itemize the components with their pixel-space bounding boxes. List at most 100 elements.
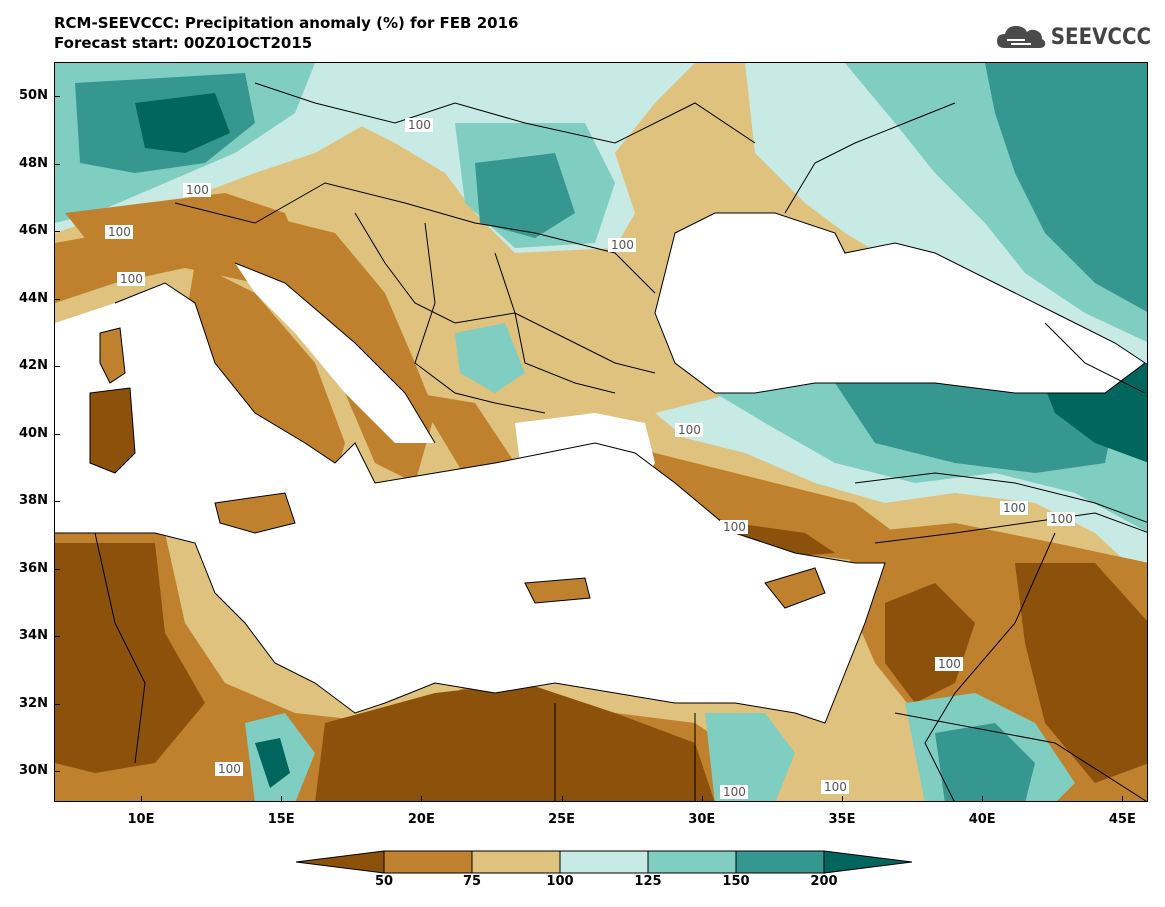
longitude-label: 40E: [968, 812, 996, 827]
map-title-block: RCM-SEEVCCC: Precipitation anomaly (%) f…: [54, 13, 518, 53]
seevccc-logo: SEEVCCC: [995, 22, 1151, 52]
precipitation-anomaly-map: 100 100 100 100 100 100 100 100 100 100 …: [54, 62, 1148, 802]
wet-zone-germany-max: [135, 93, 230, 153]
colorbar-swatch: [383, 850, 473, 874]
border-line: [94, 532, 146, 764]
border-line: [494, 252, 616, 394]
border-line: [894, 712, 1147, 801]
longitude-tick: [982, 796, 984, 802]
mediterranean-sea: [55, 283, 885, 723]
latitude-tick: [54, 771, 60, 772]
latitude-tick: [54, 366, 60, 367]
coastline: [55, 282, 886, 724]
latitude-tick: [54, 636, 60, 637]
contour-label-100: 100: [1050, 512, 1073, 526]
latitude-tick: [54, 433, 60, 435]
wet-zone-arabia-core: [935, 723, 1035, 801]
longitude-tick: [1122, 796, 1124, 802]
coastline: [654, 212, 1146, 394]
coastline: [89, 387, 136, 474]
colorbar-tick-label: 100: [546, 874, 574, 889]
wet-zone-east-core: [985, 63, 1147, 312]
longitude-label: 35E: [828, 812, 856, 827]
crete: [525, 578, 590, 603]
contour-label-100: 100: [218, 762, 241, 776]
colorbar-swatch: [647, 850, 737, 874]
wet-zone-sinai: [705, 713, 795, 801]
wet-zone-anatolia-core: [835, 373, 1115, 473]
colorbar-swatch-below: [296, 850, 385, 874]
dry-zone-north-italy: [65, 193, 305, 263]
dry-zone-iraq-core: [1015, 563, 1147, 783]
wet-zone-libya-core: [255, 738, 290, 788]
sicily: [215, 493, 295, 533]
border-line: [924, 532, 1056, 801]
colorbar-tick-label: 125: [634, 874, 662, 889]
longitude-tick: [561, 796, 563, 802]
cloud-icon: [996, 26, 1045, 48]
dry-zone-adriatic: [55, 213, 435, 483]
logo-text: SEEVCCC: [1050, 24, 1151, 50]
colorbar-swatch-above: [823, 850, 912, 874]
border-line: [414, 222, 546, 414]
latitude-label: 36N: [19, 560, 48, 576]
border-line: [1044, 322, 1146, 394]
corsica: [100, 328, 125, 383]
latitude-label: 46N: [19, 223, 48, 238]
latitude-tick: [54, 163, 60, 165]
latitude-label: 32N: [19, 695, 48, 711]
latitude-label: 40N: [19, 425, 48, 441]
dry-zone-north-africa-core: [55, 543, 205, 773]
dry-zone-south-turkey: [615, 443, 895, 563]
longitude-label: 20E: [407, 812, 435, 827]
colorbar-tick-label: 150: [722, 874, 750, 889]
longitude-label: 10E: [127, 812, 155, 827]
coastline: [764, 567, 826, 609]
contour-label-100: 100: [824, 780, 847, 794]
wet-zone-bulgaria: [455, 323, 525, 393]
contour-label-100: 100: [108, 225, 131, 239]
latitude-label: 48N: [19, 155, 48, 171]
longitude-label: 30E: [688, 812, 716, 827]
contour-label-100: 100: [611, 238, 634, 252]
latitude-label: 42N: [19, 358, 48, 373]
border-line: [784, 102, 956, 214]
latitude-tick: [54, 568, 60, 570]
longitude-tick: [701, 796, 703, 802]
adriatic-sea: [235, 263, 435, 443]
coastline: [214, 492, 296, 534]
coastline: [524, 577, 591, 604]
longitude-tick: [842, 796, 843, 802]
latitude-tick: [54, 96, 60, 97]
border-line: [874, 512, 1147, 544]
dry-zone-levant-core: [885, 583, 975, 703]
contour-label-100: 100: [186, 183, 209, 197]
coastline: [234, 262, 436, 444]
longitude-label: 25E: [548, 812, 576, 827]
contour-label-100: 100: [723, 785, 746, 799]
longitude-tick: [281, 796, 283, 802]
coastline: [99, 327, 126, 384]
latitude-tick: [54, 703, 60, 705]
wet-zone-carpathians-core: [475, 153, 575, 238]
colorbar-swatch: [471, 850, 561, 874]
anomaly-field: 100 100 100 100 100 100 100 100 100 100 …: [55, 63, 1147, 801]
latitude-label: 50N: [19, 88, 48, 103]
longitude-label: 15E: [267, 812, 295, 827]
colorbar-tick-label: 50: [374, 874, 394, 889]
aegean-sea: [515, 413, 655, 553]
colorbar-tick-label: 200: [810, 874, 838, 889]
colorbar-swatch: [735, 850, 825, 874]
border-line: [354, 212, 656, 374]
latitude-label: 30N: [19, 763, 48, 778]
cyprus: [765, 568, 825, 608]
contour-label-100: 100: [938, 657, 961, 671]
colorbar-swatch: [559, 850, 649, 874]
contour-label-100: 100: [1003, 501, 1026, 515]
latitude-label: 34N: [19, 628, 48, 643]
contour-label-100: 100: [408, 118, 431, 132]
border-line: [174, 182, 656, 294]
longitude-label: 45E: [1108, 812, 1136, 827]
latitude-tick: [54, 501, 60, 502]
latitude-tick: [54, 298, 60, 300]
